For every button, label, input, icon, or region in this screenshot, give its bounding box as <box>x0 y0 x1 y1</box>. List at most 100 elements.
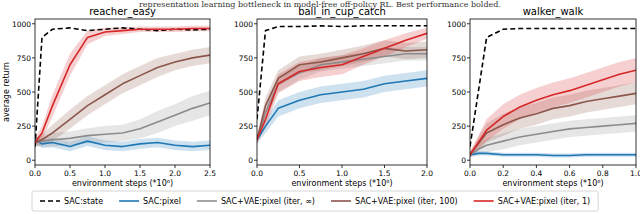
panel: reacher_easy025050075010000.00.51.01.52.… <box>2 6 216 188</box>
plot-frame <box>257 19 427 165</box>
x-tick-label: 1.5 <box>134 169 146 178</box>
series-line <box>257 33 427 139</box>
plot-area <box>257 26 427 144</box>
error-band <box>257 47 427 144</box>
legend-swatch <box>331 200 351 202</box>
x-tick <box>427 165 428 168</box>
y-tick <box>467 57 470 58</box>
error-band <box>35 26 210 147</box>
y-tick-label: 500 <box>239 88 254 97</box>
x-tick-label: 0.5 <box>294 169 306 178</box>
x-tick <box>536 165 537 168</box>
x-tick-label: 2.5 <box>204 169 216 178</box>
error-band <box>470 151 636 157</box>
y-tick <box>467 23 470 24</box>
title: ball_in_cup_catch <box>298 6 386 18</box>
x-tick <box>503 165 504 168</box>
y-tick <box>32 23 35 24</box>
y-tick <box>254 126 257 127</box>
y-tick <box>32 57 35 58</box>
panel: ball_in_cup_catch025050075010000.00.51.0… <box>234 6 433 188</box>
title: walker_walk <box>523 6 584 18</box>
legend-label: SAC+VAE:pixel (iter, 100) <box>355 197 458 206</box>
y-tick-label: 250 <box>17 122 32 131</box>
y-tick <box>467 92 470 93</box>
x-tick <box>342 165 343 168</box>
error-band <box>257 28 427 144</box>
legend-label: SAC+VAE:pixel (iter, ∞) <box>221 197 315 206</box>
x-tick <box>35 165 36 168</box>
y-tick-label: 1000 <box>447 20 466 29</box>
x-tick-label: 0.0 <box>464 169 476 178</box>
x-tick-label: 0.5 <box>64 169 76 178</box>
y-tick <box>254 23 257 24</box>
series-line <box>257 78 427 139</box>
y-tick-label: 1000 <box>12 20 31 29</box>
y-tick-label: 0 <box>248 156 253 165</box>
series-line <box>35 103 210 143</box>
x-axis-label: environment steps (*10⁶) <box>291 179 392 188</box>
legend-swatch <box>119 200 139 202</box>
legend-label: SAC:pixel <box>143 197 181 206</box>
y-tick-label: 0 <box>26 156 31 165</box>
x-tick <box>470 165 471 168</box>
plot-frame <box>470 19 636 165</box>
x-tick-label: 2.0 <box>421 169 433 178</box>
x-tick-label: 0.2 <box>497 169 509 178</box>
x-tick <box>105 165 106 168</box>
y-tick <box>32 126 35 127</box>
y-tick-label: 250 <box>452 122 467 131</box>
x-tick <box>140 165 141 168</box>
series-line <box>35 29 210 143</box>
x-tick <box>299 165 300 168</box>
y-tick-label: 500 <box>17 88 32 97</box>
x-axis-label: environment steps (*10⁶) <box>502 179 603 188</box>
legend: SAC:state SAC:pixel SAC+VAE:pixel (iter, ∞… <box>32 191 598 211</box>
x-tick <box>257 165 258 168</box>
error-band <box>470 58 636 158</box>
x-tick <box>384 165 385 168</box>
y-tick <box>254 160 257 161</box>
x-tick <box>636 165 637 168</box>
x-tick-label: 1.0 <box>336 169 348 178</box>
y-tick-label: 750 <box>17 54 32 63</box>
y-tick-label: 0 <box>461 156 466 165</box>
y-tick-label: 750 <box>452 54 467 63</box>
x-tick-label: 1.0 <box>99 169 111 178</box>
legend-label: SAC+VAE:pixel (iter, 1) <box>498 197 591 206</box>
x-tick-label: 1.0 <box>630 169 640 178</box>
x-tick-label: 1.5 <box>379 169 391 178</box>
x-tick-label: 0.8 <box>597 169 609 178</box>
y-tick <box>467 160 470 161</box>
series-line <box>257 26 427 119</box>
series-line <box>35 28 210 147</box>
legend-label: SAC:state <box>64 197 103 206</box>
x-tick <box>70 165 71 168</box>
x-tick-label: 0.6 <box>564 169 576 178</box>
series-line <box>257 54 427 140</box>
x-tick-label: 0.4 <box>530 169 542 178</box>
x-tick <box>569 165 570 168</box>
x-tick-label: 0.0 <box>29 169 41 178</box>
y-axis-label: average return <box>2 62 11 122</box>
series-line <box>470 70 636 155</box>
y-tick <box>32 160 35 161</box>
x-tick <box>210 165 211 168</box>
y-tick-label: 500 <box>452 88 467 97</box>
y-tick <box>254 92 257 93</box>
y-tick-label: 1000 <box>234 20 253 29</box>
plot-area <box>470 29 636 158</box>
x-tick-label: 2.0 <box>169 169 181 178</box>
legend-swatch <box>197 200 217 202</box>
y-tick <box>32 92 35 93</box>
series-line <box>35 140 210 147</box>
y-tick-label: 750 <box>239 54 254 63</box>
series-line <box>470 153 636 155</box>
panel: walker_walk 0 250 500 750 1000 0.0 0.2 0.4 0.6 0.8… <box>447 6 640 188</box>
x-tick <box>602 165 603 168</box>
plot-area <box>35 26 210 152</box>
legend-swatch <box>474 200 494 202</box>
x-tick-label: 0.0 <box>251 169 263 178</box>
legend-box <box>32 191 598 211</box>
y-tick <box>254 57 257 58</box>
